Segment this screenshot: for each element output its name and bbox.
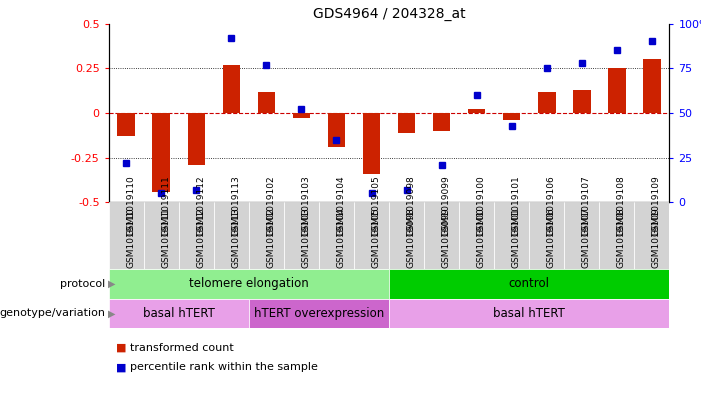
FancyBboxPatch shape [249, 299, 389, 328]
FancyBboxPatch shape [179, 202, 214, 269]
Text: GSM1019102: GSM1019102 [266, 175, 275, 236]
Bar [573, 90, 590, 113]
Bar [258, 92, 275, 113]
Bar [187, 113, 205, 165]
Text: GSM1019111: GSM1019111 [161, 208, 170, 268]
Text: GSM1019112: GSM1019112 [196, 208, 205, 268]
Text: GSM1019109: GSM1019109 [652, 175, 661, 236]
FancyBboxPatch shape [109, 299, 249, 328]
Text: telomere elongation: telomere elongation [189, 277, 308, 290]
Bar [398, 113, 415, 133]
Text: GSM1019102: GSM1019102 [266, 208, 275, 268]
FancyBboxPatch shape [389, 299, 669, 328]
Text: GSM1019101: GSM1019101 [512, 175, 521, 236]
Text: GSM1019113: GSM1019113 [231, 175, 240, 236]
FancyBboxPatch shape [424, 202, 459, 269]
Text: GSM1019103: GSM1019103 [301, 175, 311, 236]
Bar [503, 113, 520, 120]
Bar [644, 59, 660, 113]
Text: transformed count: transformed count [130, 343, 233, 353]
FancyBboxPatch shape [529, 202, 564, 269]
FancyBboxPatch shape [109, 202, 144, 269]
Bar [468, 109, 485, 113]
Text: GSM1019099: GSM1019099 [442, 175, 451, 236]
Text: GSM1019113: GSM1019113 [231, 208, 240, 268]
Bar [327, 113, 345, 147]
FancyBboxPatch shape [459, 202, 494, 269]
Bar [433, 113, 450, 131]
Text: GSM1019112: GSM1019112 [196, 175, 205, 236]
Text: GSM1019110: GSM1019110 [126, 208, 135, 268]
Text: basal hTERT: basal hTERT [494, 307, 565, 320]
Text: GSM1019108: GSM1019108 [617, 175, 626, 236]
FancyBboxPatch shape [494, 202, 529, 269]
Text: GSM1019104: GSM1019104 [336, 175, 346, 236]
Text: GSM1019100: GSM1019100 [477, 208, 486, 268]
FancyBboxPatch shape [599, 202, 634, 269]
Bar [538, 92, 555, 113]
FancyBboxPatch shape [319, 202, 354, 269]
Text: hTERT overexpression: hTERT overexpression [254, 307, 384, 320]
Bar [608, 68, 625, 113]
Bar [118, 113, 135, 136]
Text: GSM1019105: GSM1019105 [372, 208, 381, 268]
Text: control: control [509, 277, 550, 290]
Text: GSM1019106: GSM1019106 [547, 208, 556, 268]
Text: ▶: ▶ [108, 309, 116, 318]
FancyBboxPatch shape [214, 202, 249, 269]
Text: GSM1019107: GSM1019107 [582, 208, 591, 268]
Bar [293, 113, 310, 118]
Bar [223, 65, 240, 113]
Text: ■: ■ [116, 343, 126, 353]
Title: GDS4964 / 204328_at: GDS4964 / 204328_at [313, 7, 465, 21]
Text: GSM1019101: GSM1019101 [512, 208, 521, 268]
FancyBboxPatch shape [249, 202, 284, 269]
Text: GSM1019107: GSM1019107 [582, 175, 591, 236]
Text: GSM1019098: GSM1019098 [407, 208, 416, 268]
Text: GSM1019110: GSM1019110 [126, 175, 135, 236]
Bar [153, 113, 170, 192]
FancyBboxPatch shape [109, 269, 389, 299]
Text: GSM1019099: GSM1019099 [442, 208, 451, 268]
Text: GSM1019104: GSM1019104 [336, 208, 346, 268]
Text: GSM1019106: GSM1019106 [547, 175, 556, 236]
Text: ▶: ▶ [108, 279, 116, 289]
Text: percentile rank within the sample: percentile rank within the sample [130, 362, 318, 373]
FancyBboxPatch shape [564, 202, 599, 269]
FancyBboxPatch shape [354, 202, 389, 269]
Text: genotype/variation: genotype/variation [0, 309, 105, 318]
FancyBboxPatch shape [389, 202, 424, 269]
Text: ■: ■ [116, 362, 126, 373]
Text: GSM1019103: GSM1019103 [301, 208, 311, 268]
Text: GSM1019111: GSM1019111 [161, 175, 170, 236]
FancyBboxPatch shape [634, 202, 669, 269]
Text: basal hTERT: basal hTERT [143, 307, 215, 320]
Text: GSM1019105: GSM1019105 [372, 175, 381, 236]
Text: protocol: protocol [60, 279, 105, 289]
FancyBboxPatch shape [389, 269, 669, 299]
Bar [363, 113, 380, 174]
FancyBboxPatch shape [284, 202, 319, 269]
Text: GSM1019098: GSM1019098 [407, 175, 416, 236]
Text: GSM1019108: GSM1019108 [617, 208, 626, 268]
Text: GSM1019100: GSM1019100 [477, 175, 486, 236]
FancyBboxPatch shape [144, 202, 179, 269]
Text: GSM1019109: GSM1019109 [652, 208, 661, 268]
